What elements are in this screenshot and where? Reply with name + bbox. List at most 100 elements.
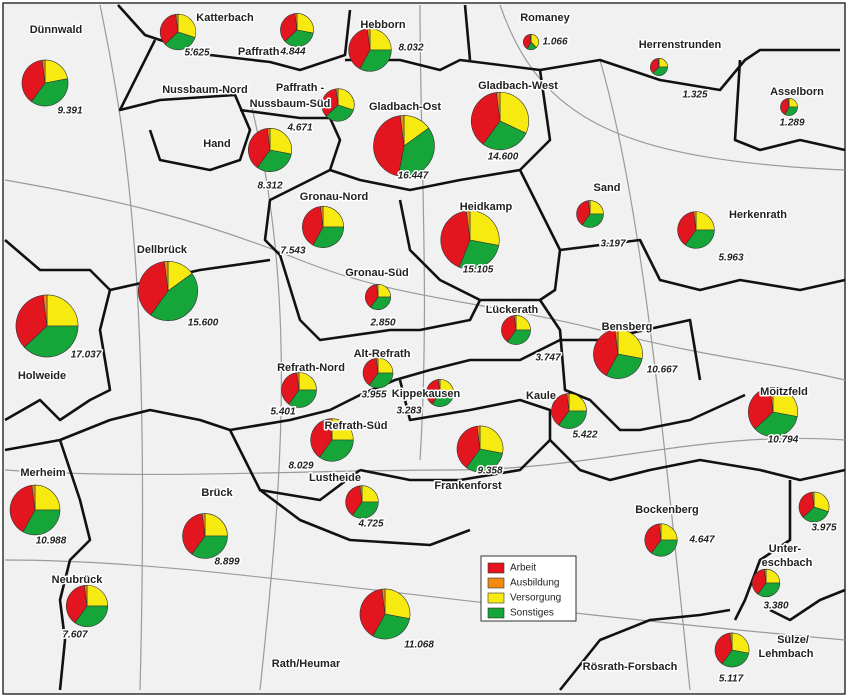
pie-slice [384, 588, 411, 620]
district-total: 1.325 [682, 90, 707, 101]
district-name: Lustheide [309, 472, 361, 484]
pie-slice [501, 315, 517, 343]
legend-swatch [487, 592, 505, 604]
pie-slice [319, 439, 354, 462]
pie-slice [456, 425, 481, 469]
district-total: 5.401 [270, 407, 295, 418]
district-total: 15.105 [463, 265, 494, 276]
district-total: 4.844 [279, 47, 305, 58]
pie-slice [345, 485, 363, 516]
legend: Arbeit Ausbildung Versorgung Sonstiges [480, 555, 577, 622]
district-total: 5.963 [718, 253, 743, 264]
district-total: 3.283 [396, 406, 421, 417]
pie-slice [658, 523, 662, 541]
pie-slice [159, 13, 179, 45]
legend-swatch [487, 562, 505, 574]
district-total: 11.068 [404, 640, 434, 651]
pie-slice [322, 206, 344, 228]
pie-slice [614, 329, 619, 355]
district-total: 4.725 [357, 519, 383, 530]
district-total: 4.647 [688, 535, 714, 546]
pie-slice [201, 513, 206, 537]
district-total: 5.117 [719, 674, 744, 685]
district-name: Rösrath-Forsbach [583, 661, 678, 673]
pie-slice [757, 582, 781, 598]
pie-slice [695, 211, 715, 231]
pie-slice [499, 91, 530, 134]
district-name: Romaney [520, 12, 570, 24]
district-total: 2.850 [369, 318, 395, 329]
pie-slice [368, 372, 394, 389]
pie-slice [381, 588, 386, 615]
pie-slice [74, 605, 109, 628]
pie-slice [302, 206, 324, 246]
legend-label: Sonstiges [510, 608, 554, 619]
pie-slice [191, 535, 228, 559]
pie-slice [182, 513, 206, 555]
district-name: Bockenberg [635, 504, 699, 516]
pie-slice [372, 613, 410, 640]
pie-slice [469, 210, 500, 246]
district-name: Asselborn [770, 86, 824, 98]
legend-label: Ausbildung [510, 578, 559, 589]
pie-slice [296, 13, 314, 34]
pie-slice [359, 485, 363, 503]
pie-slice [15, 294, 48, 348]
pie-slice [256, 149, 292, 172]
district-total: 8.312 [257, 181, 282, 192]
pie-slice [375, 357, 379, 374]
pie-slice [798, 491, 815, 518]
pie-slice [802, 506, 829, 523]
pie-slice [288, 389, 317, 408]
pie-slice [348, 28, 371, 70]
district-total: 4.671 [286, 123, 312, 134]
legend-label: Versorgung [510, 593, 561, 604]
pie-slice [296, 372, 300, 391]
pie-slice [373, 115, 405, 177]
district-total: 7.607 [62, 630, 87, 641]
pie-slice [325, 104, 354, 122]
pie-slice [747, 387, 774, 430]
pie-slice [294, 13, 298, 31]
district-name: Kaule [526, 390, 556, 402]
pie-slice [66, 585, 88, 624]
pie-slice [811, 491, 815, 508]
district-name: Herrenstrunden [639, 39, 722, 51]
pie-slice [652, 66, 668, 76]
roads [4, 4, 846, 691]
district-total: 14.600 [488, 152, 519, 163]
district-name: Frankenforst [434, 480, 502, 492]
pie-slice [359, 49, 392, 72]
pie-slice [721, 649, 750, 668]
pie-slice [677, 211, 697, 246]
district-total: 10.794 [768, 435, 799, 446]
pie-slice [465, 210, 471, 241]
district-name: Brück [201, 487, 233, 499]
pie-slice [34, 484, 61, 511]
pie-slice [426, 379, 441, 405]
pie-slice [204, 513, 228, 537]
district-name: Moitzfeld [760, 386, 808, 398]
district-total: 16.447 [398, 171, 429, 182]
pie-slice [731, 632, 750, 654]
district-name: Herkenrath [729, 209, 787, 221]
pie-slice [284, 29, 314, 47]
pie-slice [331, 418, 354, 441]
pie-slice [46, 294, 79, 327]
pie-slice [431, 392, 454, 407]
pie-slice [522, 33, 532, 50]
pie-slice [651, 539, 678, 557]
district-name: Hand [203, 138, 231, 150]
pie-slice [751, 568, 767, 595]
pie-slice [362, 357, 379, 386]
district-name: Neubrück [52, 574, 104, 586]
pie-slice [351, 501, 379, 519]
district-name: Bensberg [602, 321, 653, 333]
district-name: Gronau-Nord [300, 191, 368, 203]
pie-slice [312, 226, 344, 248]
district-total: 17.037 [71, 350, 102, 361]
pie-slice [729, 632, 733, 651]
pie-slice [359, 588, 386, 637]
pie-slice [617, 329, 643, 359]
pie-slice [458, 239, 500, 270]
